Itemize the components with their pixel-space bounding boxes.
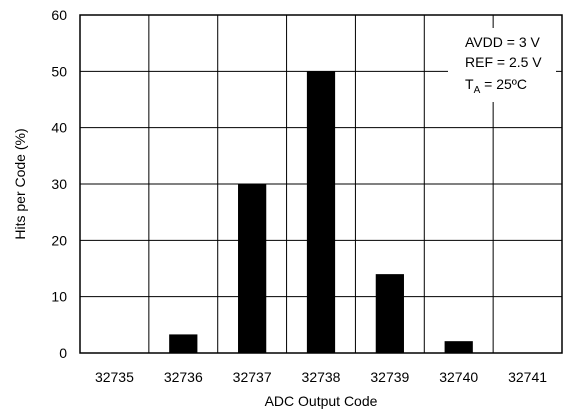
y-tick-label: 30	[51, 176, 67, 192]
plot-frame	[79, 14, 563, 354]
y-tick-label: 50	[51, 63, 67, 79]
x-tick-labels: 32735 32736 32737 32738 32739 32740 32741	[95, 369, 547, 385]
x-tick-label: 32735	[95, 369, 134, 385]
bars	[169, 71, 473, 353]
y-tick-labels: 0 10 20 30 40 50 60	[51, 7, 67, 361]
bar-32740	[444, 341, 473, 353]
y-tick-label: 20	[51, 232, 67, 248]
annotation-ta: TA = 25ºC	[465, 76, 527, 96]
annotation-ta-sub: A	[474, 85, 481, 96]
x-tick-label: 32738	[302, 369, 341, 385]
y-axis-title: Hits per Code (%)	[12, 128, 28, 239]
x-axis-title: ADC Output Code	[265, 393, 378, 409]
bar-32736	[169, 334, 198, 353]
x-tick-label: 32741	[508, 369, 547, 385]
y-tick-label: 60	[51, 7, 67, 23]
bar-32737	[238, 184, 267, 353]
x-tick-label: 32736	[164, 369, 203, 385]
y-tick-label: 40	[51, 120, 67, 136]
annotation-avdd: AVDD = 3 V	[465, 34, 540, 50]
x-tick-label: 32737	[233, 369, 272, 385]
annotation-ref: REF = 2.5 V	[465, 54, 542, 70]
bar-32739	[375, 274, 404, 353]
annotation-box	[448, 28, 556, 102]
annotation-ta-rest: = 25ºC	[480, 76, 527, 92]
x-tick-label: 32740	[439, 369, 478, 385]
x-tick-label: 32739	[370, 369, 409, 385]
annotation-ta-main: T	[465, 76, 474, 92]
y-tick-label: 10	[51, 289, 67, 305]
bar-32738	[306, 71, 336, 353]
y-tick-label: 0	[59, 345, 67, 361]
